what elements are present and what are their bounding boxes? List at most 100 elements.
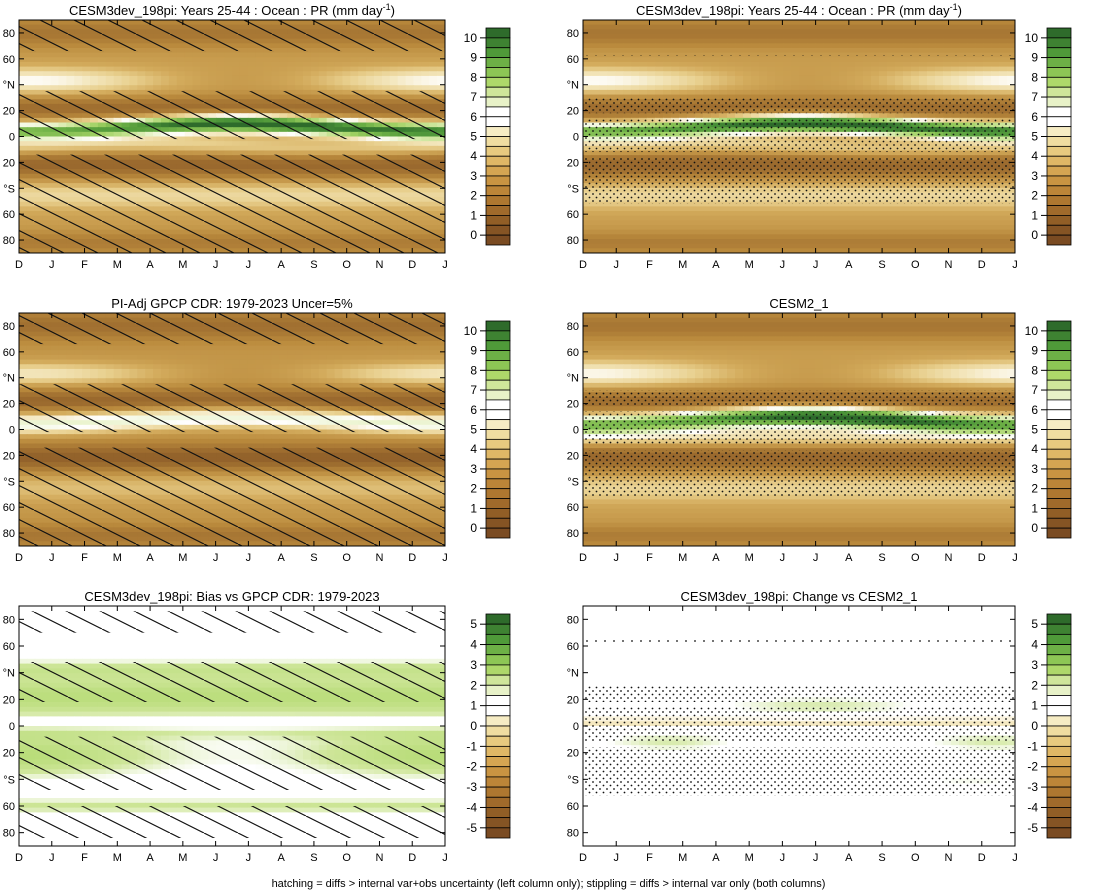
colorbar-label: 3 (1031, 462, 1038, 476)
x-tick-label: J (813, 259, 819, 271)
colorbar-cell (1046, 796, 1072, 808)
y-tick-label: 20 (3, 748, 15, 760)
x-tick-label: M (178, 552, 187, 564)
colorbar-label: 5 (1031, 130, 1038, 144)
colorbar-cell (1046, 136, 1072, 147)
colorbar-cell (485, 695, 511, 707)
colorbar-label: 8 (470, 363, 477, 377)
colorbar-cell (485, 215, 511, 226)
hatching-region (19, 154, 445, 253)
colorbar-cell (485, 468, 511, 480)
y-tick-label: 20 (567, 106, 579, 118)
hatching-region (19, 447, 445, 546)
colorbar-cell (1046, 488, 1072, 499)
colorbar-label: 7 (1031, 90, 1038, 104)
y-tick-label: 60 (567, 347, 579, 359)
colorbar-label: 8 (1031, 363, 1038, 377)
stippling-region (583, 411, 1015, 446)
colorbar-label: 6 (470, 110, 477, 124)
colorbar-label: 4 (1031, 442, 1038, 456)
colorbar-label: 4 (1031, 149, 1038, 163)
colorbar-cell (485, 389, 511, 401)
colorbar-label: 3 (1031, 658, 1038, 672)
colorbar-cell (485, 429, 511, 440)
x-tick-label: M (745, 852, 754, 864)
panel-3: PI-Adj GPCP CDR: 1979-2023 Uncer=5% D J F M A… (3, 296, 511, 564)
colorbar-cell (1046, 438, 1072, 450)
x-tick-label: J (780, 259, 786, 271)
colorbar-cell (1046, 766, 1072, 778)
y-tick-label: °N (3, 668, 15, 680)
colorbar-label: -1 (466, 739, 477, 753)
x-tick-label: S (878, 552, 885, 564)
hatching-region (19, 662, 445, 702)
y-tick-label: 80 (567, 235, 579, 247)
colorbar-label: 10 (1025, 324, 1039, 338)
colorbar-cell (1046, 827, 1072, 839)
colorbar-cell (1046, 205, 1072, 216)
colorbar-cell (485, 458, 511, 470)
x-tick-label: A (277, 852, 285, 864)
y-tick-label: °S (567, 476, 579, 488)
y-tick-label: 80 (567, 614, 579, 626)
colorbar-cell (1046, 27, 1072, 39)
colorbar-label: -1 (1027, 739, 1038, 753)
y-tick-label: °S (3, 774, 15, 786)
x-tick-label: J (813, 852, 819, 864)
colorbar-cell (1046, 37, 1072, 49)
colorbar-cell (485, 224, 511, 236)
colorbar-label: 1 (1031, 699, 1038, 713)
x-tick-label: J (49, 852, 55, 864)
colorbar-label: 4 (1031, 638, 1038, 652)
colorbar-label: 6 (470, 403, 477, 417)
panel-4: CESM2_1D J F M A M J J A S O N D J8060°N20020°S608010… (567, 296, 1072, 564)
colorbar-cell (485, 320, 511, 332)
x-tick-label: D (408, 852, 416, 864)
y-tick-label: 0 (9, 132, 15, 144)
colorbar-cell (1046, 715, 1072, 727)
y-tick-label: 80 (3, 28, 15, 40)
colorbar-cell (485, 488, 511, 499)
colorbar-label: -3 (1027, 780, 1038, 794)
colorbar-cell (485, 756, 511, 768)
panel-title: CESM3dev_198pi: Years 25-44 : Ocean : PR… (69, 2, 395, 18)
colorbar-cell (1046, 234, 1072, 246)
hatching-region (19, 91, 445, 140)
hatching-region (19, 736, 445, 790)
colorbar-cell (485, 664, 511, 676)
colorbar-label: 3 (1031, 169, 1038, 183)
x-tick-label: J (213, 552, 219, 564)
colorbar-cell (485, 399, 511, 411)
colorbar-cell (1046, 508, 1072, 519)
x-tick-label: D (579, 552, 587, 564)
x-tick-label: N (945, 259, 953, 271)
colorbar-cell (485, 684, 511, 696)
x-tick-label: M (178, 852, 187, 864)
colorbar-label: -4 (1027, 800, 1038, 814)
y-tick-label: 20 (3, 157, 15, 169)
colorbar-label: 9 (470, 344, 477, 358)
x-tick-label: J (213, 852, 219, 864)
colorbar-cell (1046, 155, 1072, 167)
x-tick-label: F (81, 259, 88, 271)
stippling-line (583, 52, 1015, 56)
colorbar-cell (1046, 429, 1072, 440)
colorbar-label: 10 (464, 31, 478, 45)
colorbar-cell (485, 76, 511, 88)
x-tick-label: M (678, 852, 687, 864)
y-tick-label: 60 (3, 641, 15, 653)
colorbar-label: 0 (470, 719, 477, 733)
y-tick-label: 20 (567, 450, 579, 462)
colorbar-label: 4 (470, 442, 477, 456)
x-tick-label: J (813, 552, 819, 564)
x-tick-label: S (310, 259, 317, 271)
colorbar-label: 1 (1031, 501, 1038, 515)
colorbar-cell (1046, 623, 1072, 635)
x-tick-label: S (878, 259, 885, 271)
x-tick-label: J (442, 552, 448, 564)
x-tick-label: D (15, 259, 23, 271)
colorbar-cell (1046, 215, 1072, 226)
colorbar-cell (485, 786, 511, 798)
colorbar-label: -5 (466, 821, 477, 835)
colorbar-cell (485, 136, 511, 147)
